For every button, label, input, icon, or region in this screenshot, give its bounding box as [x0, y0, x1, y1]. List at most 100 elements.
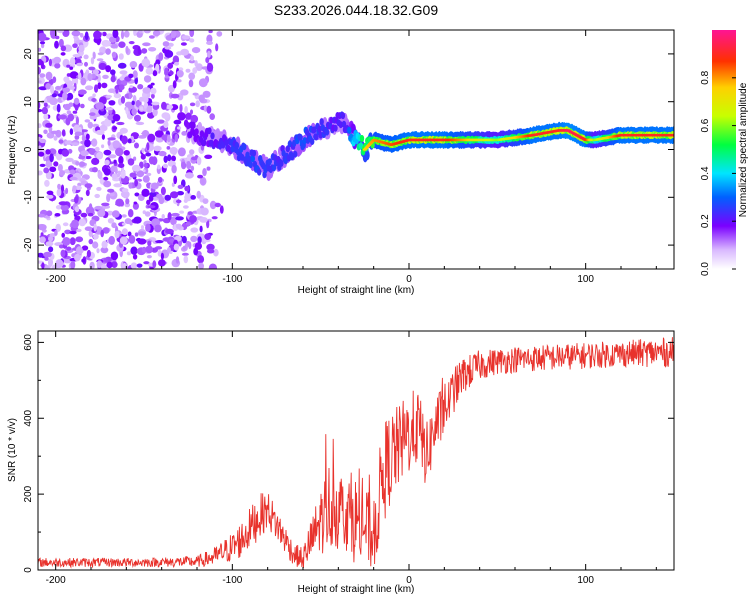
- noise-speckle: [175, 256, 180, 264]
- noise-speckle: [96, 58, 104, 62]
- noise-speckle: [105, 65, 111, 73]
- noise-speckle: [126, 251, 132, 256]
- noise-speckle: [96, 152, 104, 160]
- noise-speckle: [125, 107, 129, 115]
- noise-speckle: [129, 172, 137, 178]
- noise-speckle: [97, 209, 106, 218]
- spectrogram-marks: [38, 30, 674, 269]
- noise-speckle: [83, 54, 89, 60]
- noise-speckle: [190, 109, 193, 115]
- noise-speckle: [78, 72, 82, 80]
- noise-speckle: [206, 243, 215, 251]
- noise-speckle: [113, 159, 117, 164]
- noise-speckle: [127, 138, 132, 144]
- noise-speckle: [54, 63, 61, 69]
- noise-speckle: [127, 158, 135, 166]
- noise-speckle: [129, 222, 133, 226]
- noise-speckle: [110, 69, 116, 75]
- noise-speckle: [206, 105, 212, 114]
- noise-speckle: [78, 89, 87, 95]
- noise-speckle: [61, 129, 66, 137]
- noise-speckle: [140, 153, 146, 160]
- noise-speckle: [38, 213, 46, 218]
- noise-speckle: [140, 225, 145, 230]
- snr-xtick-label: 0: [406, 575, 412, 586]
- noise-speckle: [189, 102, 196, 107]
- noise-speckle: [116, 121, 125, 126]
- noise-speckle: [90, 57, 95, 65]
- noise-speckle: [157, 164, 161, 170]
- noise-speckle: [85, 189, 90, 197]
- noise-speckle: [99, 46, 107, 55]
- noise-speckle: [216, 31, 223, 37]
- noise-speckle: [198, 94, 205, 103]
- noise-speckle: [118, 155, 124, 165]
- noise-speckle: [188, 72, 196, 80]
- noise-speckle: [101, 134, 105, 140]
- ridge-mid: [302, 137, 307, 145]
- colorbar-tick-label: 0.4: [700, 166, 711, 180]
- noise-speckle: [84, 31, 89, 41]
- noise-speckle: [128, 41, 135, 45]
- ridge-halo: [364, 150, 370, 161]
- colorbar-label: Normalized spectral amplitude: [738, 82, 749, 217]
- noise-speckle: [181, 161, 187, 170]
- noise-speckle: [76, 62, 83, 67]
- noise-speckle: [84, 183, 93, 189]
- noise-speckle: [143, 167, 149, 175]
- noise-speckle: [190, 165, 195, 171]
- noise-speckle: [96, 248, 100, 254]
- noise-speckle: [52, 76, 57, 83]
- noise-speckle: [60, 249, 66, 258]
- noise-speckle: [189, 30, 195, 38]
- noise-speckle: [114, 230, 120, 239]
- noise-speckle: [80, 141, 84, 144]
- noise-speckle: [131, 108, 137, 116]
- noise-speckle: [105, 107, 114, 111]
- noise-speckle: [106, 193, 111, 203]
- noise-speckle: [209, 113, 215, 120]
- noise-speckle: [184, 185, 190, 192]
- noise-speckle: [145, 67, 154, 75]
- noise-speckle: [66, 92, 74, 100]
- noise-speckle: [44, 256, 49, 261]
- ridge-core: [671, 133, 674, 137]
- noise-speckle: [80, 77, 87, 86]
- snr-xlabel: Height of straight line (km): [298, 584, 415, 595]
- noise-speckle: [142, 96, 149, 103]
- noise-speckle: [60, 52, 66, 56]
- noise-speckle: [91, 167, 98, 173]
- noise-speckle: [61, 232, 65, 238]
- noise-speckle: [200, 207, 209, 216]
- noise-speckle: [155, 240, 164, 244]
- ridge-mid: [329, 116, 334, 124]
- noise-speckle: [86, 249, 91, 258]
- noise-speckle: [206, 34, 213, 44]
- noise-speckle: [147, 205, 156, 209]
- noise-speckle: [84, 139, 91, 148]
- noise-speckle: [131, 164, 141, 172]
- noise-speckle: [186, 161, 192, 170]
- noise-speckle: [81, 245, 89, 251]
- noise-speckle: [163, 120, 169, 129]
- noise-speckle: [69, 169, 76, 175]
- noise-speckle: [182, 245, 186, 250]
- noise-speckle: [170, 216, 177, 226]
- noise-speckle: [121, 135, 128, 145]
- noise-speckle: [111, 222, 117, 229]
- noise-speckle: [150, 82, 155, 86]
- noise-speckle: [38, 151, 45, 157]
- noise-speckle: [152, 30, 161, 37]
- ridge-mid: [194, 128, 199, 136]
- noise-speckle: [158, 150, 167, 157]
- noise-speckle: [112, 114, 121, 122]
- noise-speckle: [137, 46, 141, 55]
- noise-speckle: [88, 66, 96, 71]
- noise-speckle: [154, 224, 162, 233]
- ridge-mid: [341, 120, 347, 128]
- noise-speckle: [56, 103, 61, 113]
- noise-speckle: [105, 94, 112, 99]
- noise-speckle: [179, 103, 183, 113]
- noise-speckle: [197, 236, 202, 244]
- noise-speckle: [49, 97, 58, 106]
